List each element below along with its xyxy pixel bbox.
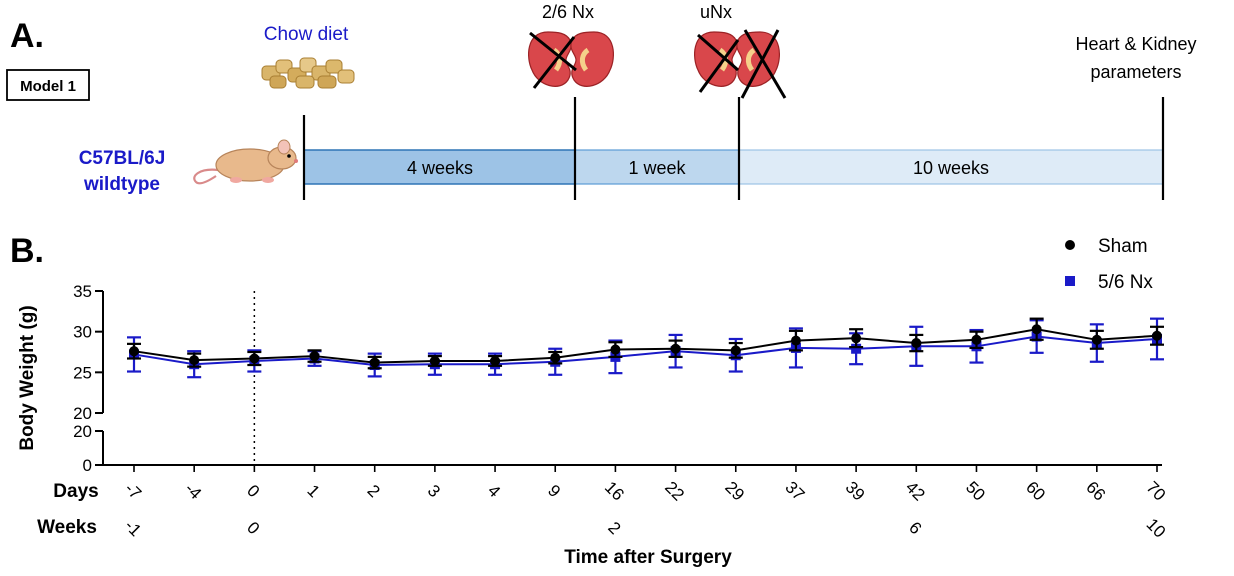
x-tick-label-days: 50 (962, 478, 989, 505)
y-tick-label: 25 (73, 363, 92, 382)
mouse-icon (193, 139, 298, 185)
x-tick-label-days: 3 (424, 481, 444, 501)
chow-pellets-icon (261, 57, 355, 89)
data-point-sham (851, 333, 862, 344)
y-axis-title: Body Weight (g) (17, 305, 38, 450)
x-tick-label-days: 37 (781, 478, 808, 505)
data-point-sham (1091, 334, 1102, 345)
data-point-sham (550, 352, 561, 363)
x-tick-label-days: 0 (243, 481, 263, 501)
chow-diet-label: Chow diet (264, 24, 349, 45)
data-point-sham (1031, 324, 1042, 335)
x-tick-label-days: 39 (842, 478, 869, 505)
x-axis-title: Time after Surgery (564, 547, 732, 568)
legend-sham-label: Sham (1098, 236, 1148, 257)
x-tick-label-weeks: 10 (1143, 515, 1170, 542)
data-point-sham (610, 344, 621, 355)
legend: Sham 5/6 Nx (1065, 236, 1153, 293)
model-box (6, 69, 90, 101)
data-point-sham (429, 355, 440, 366)
x-tick-label-days: 1 (303, 481, 323, 501)
y-tick-label: 30 (73, 323, 92, 342)
timeline-segment-3-label: 10 weeks (913, 158, 989, 178)
series-line-sham (133, 328, 1158, 364)
data-point-nx (851, 343, 862, 354)
x-tick-label-days: 29 (721, 478, 748, 505)
data-point-sham (129, 346, 139, 357)
data-point-sham (490, 355, 501, 366)
y-tick-label: 20 (73, 404, 92, 423)
model-label: Model 1 (20, 78, 76, 95)
strain-label-line1: C57BL/6J (79, 148, 166, 169)
x-tick-label-days: 16 (601, 478, 628, 505)
data-point-sham (1152, 330, 1162, 341)
timeline-segment-3 (738, 149, 1164, 185)
data-point-sham (911, 338, 922, 349)
legend-nx-label: 5/6 Nx (1098, 272, 1153, 293)
y-tick-label: 20 (73, 422, 92, 441)
timeline-segment-2 (574, 149, 740, 185)
x-tick-label-weeks: 6 (905, 518, 925, 538)
x-tick-label-weeks: 2 (604, 518, 624, 538)
kidney-pair-icon (528, 31, 614, 89)
x-tick-label-days: 60 (1022, 478, 1049, 505)
legend-sham-marker (1065, 240, 1075, 250)
x-tick-label-days: 22 (661, 478, 688, 505)
y-tick-label: 35 (73, 282, 92, 301)
panel-b-label: B. (10, 232, 44, 270)
data-point-sham (670, 343, 681, 354)
endpoint-label-line1: Heart & Kidney (1075, 34, 1196, 54)
data-point-sham (309, 351, 320, 362)
x-tick-label-days: 70 (1143, 478, 1170, 505)
x-tick-label-days: 9 (544, 481, 564, 501)
surgery2-label: uNx (700, 2, 732, 22)
x-tick-label-weeks: 0 (243, 518, 263, 538)
surgery1-label: 2/6 Nx (542, 2, 594, 22)
days-row-label: Days (53, 481, 98, 502)
x-tick-label-days: -4 (181, 479, 205, 503)
x-tick-label-days: 42 (902, 478, 929, 505)
panel-a-label: A. (10, 17, 44, 55)
x-tick-label-weeks: -1 (121, 516, 145, 540)
timeline-segment-1-label: 4 weeks (407, 158, 473, 178)
data-point-sham (189, 355, 200, 366)
legend-nx-marker (1065, 276, 1075, 286)
data-point-sham (730, 345, 741, 356)
weeks-row-label: Weeks (37, 517, 97, 538)
data-point-sham (971, 334, 982, 345)
x-tick-label-days: 2 (364, 481, 384, 501)
strain-label-line2: wildtype (83, 174, 160, 195)
x-tick-label-days: 4 (484, 481, 504, 501)
x-tick-label-days: 66 (1082, 478, 1109, 505)
kidney-pair-removed-icon (694, 29, 787, 99)
endpoint-label-line2: parameters (1090, 62, 1181, 82)
y-tick-label: 0 (83, 456, 92, 475)
data-point-sham (369, 357, 380, 368)
data-point-sham (790, 335, 801, 346)
data-point-sham (249, 353, 260, 364)
series-line-nx (133, 335, 1158, 367)
timeline-segment-2-label: 1 week (628, 158, 686, 178)
x-tick-label-days: -7 (121, 479, 145, 503)
